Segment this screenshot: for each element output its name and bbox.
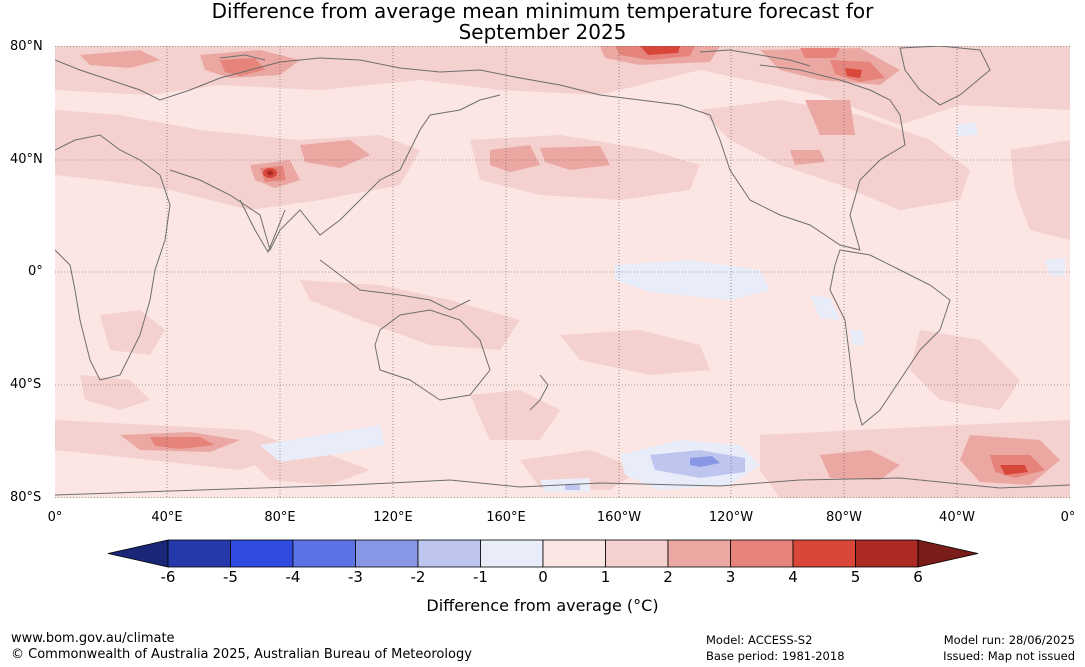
anomaly-4-5-regions xyxy=(263,46,1028,475)
colorbar-segment xyxy=(792,539,856,568)
graticule xyxy=(55,46,1070,498)
lon-label-120w: 120°W xyxy=(708,510,754,525)
footer-copyright: © Commonwealth of Australia 2025, Austra… xyxy=(11,647,472,662)
colorbar-segment xyxy=(667,539,731,568)
footer-model-run: Model run: 28/06/2025 xyxy=(943,633,1075,647)
colorbar-segment xyxy=(292,539,356,568)
colorbar xyxy=(107,539,979,568)
lon-label-40e: 40°E xyxy=(151,510,183,525)
map-title-line1: Difference from average mean minimum tem… xyxy=(211,0,874,23)
colorbar-label-unit: °C xyxy=(633,596,653,615)
colorbar-tick-label: -4 xyxy=(285,568,301,586)
colorbar-segment xyxy=(605,539,669,568)
lat-label-equator: 0° xyxy=(28,264,43,279)
colorbar-segment xyxy=(230,539,294,568)
footer-base-period: Base period: 1981-2018 xyxy=(706,649,845,663)
colorbar-tick-label: -1 xyxy=(473,568,488,586)
lon-label-0-left: 0° xyxy=(47,510,63,525)
coastlines xyxy=(55,46,1070,496)
colorbar-segment xyxy=(167,539,231,568)
lat-label-80s: 80°S xyxy=(10,490,42,505)
colorbar-segment xyxy=(480,539,544,568)
colorbar-label-text: Difference from average ( xyxy=(426,596,634,615)
colorbar-extend-high xyxy=(917,539,979,568)
footer-website: www.bom.gov.au/climate xyxy=(11,631,175,646)
colorbar-tick-label: 1 xyxy=(600,568,611,586)
lon-label-80e: 80°E xyxy=(264,510,296,525)
colorbar-segment xyxy=(417,539,481,568)
lat-label-80n: 80°N xyxy=(10,39,43,54)
lon-label-0-right: 0° xyxy=(1060,510,1076,525)
lat-label-40n: 40°N xyxy=(10,152,43,167)
colorbar-tick-label: -2 xyxy=(410,568,426,586)
forecast-map xyxy=(55,46,1070,498)
colorbar-tick-label: -6 xyxy=(160,568,176,586)
colorbar-label: Difference from average (°C) xyxy=(0,596,1085,615)
map-title-line2: September 2025 xyxy=(458,20,627,44)
lon-label-160w: 160°W xyxy=(596,510,642,525)
colorbar-tick-label: 5 xyxy=(850,568,861,586)
colorbar-segment xyxy=(542,539,606,568)
lon-label-160e: 160°E xyxy=(486,510,526,525)
colorbar-tick-label: -3 xyxy=(348,568,363,586)
colorbar-tick-label: 4 xyxy=(788,568,798,586)
colorbar-segment xyxy=(355,539,419,568)
colorbar-tick-label: 0 xyxy=(538,568,548,586)
colorbar-tick-label: 2 xyxy=(663,568,673,586)
anomaly-neg-2-3-regions xyxy=(690,456,720,467)
colorbar-tick-label: 3 xyxy=(725,568,736,586)
lon-label-40w: 40°W xyxy=(939,510,975,525)
colorbar-tick-label: -5 xyxy=(223,568,238,586)
lat-label-40s: 40°S xyxy=(10,377,42,392)
footer-issued: Issued: Map not issued xyxy=(943,649,1075,663)
lon-label-120e: 120°E xyxy=(373,510,413,525)
colorbar-tick-label: 6 xyxy=(913,568,923,586)
colorbar-label-close: ) xyxy=(652,596,659,615)
colorbar-segment xyxy=(730,539,794,568)
lon-label-80w: 80°W xyxy=(826,510,862,525)
anomaly-5-6-regions xyxy=(267,170,273,176)
colorbar-extend-low xyxy=(107,539,169,568)
colorbar-segment xyxy=(855,539,919,568)
footer-model: Model: ACCESS-S2 xyxy=(706,633,813,647)
